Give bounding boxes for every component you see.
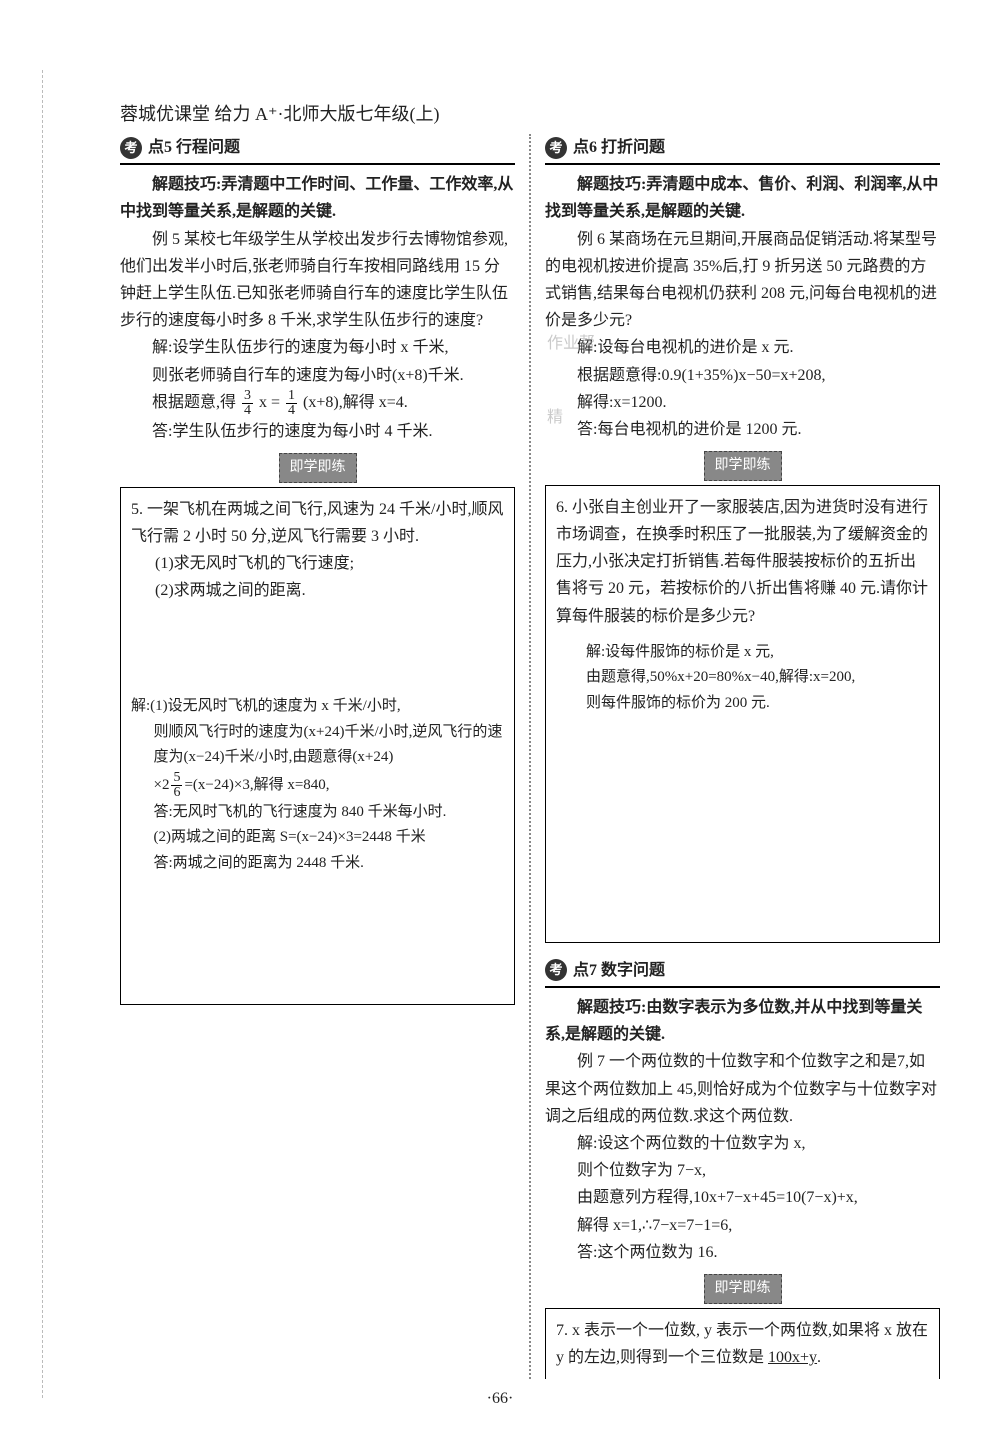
example6-solution: 作业帮 解:设每台电视机的进价是 x 元. 根据题意得:0.9(1+35%)x−… bbox=[577, 334, 940, 443]
practice6-box: 6. 小张自主创业开了一家服装店,因为进货时没有进行市场调查，在换季时积压了一批… bbox=[545, 485, 940, 943]
example6-label: 例 6 bbox=[577, 231, 605, 248]
a5-l1: 解:(1)设无风时飞机的速度为 x 千米/小时, bbox=[131, 694, 504, 720]
a5-l3-pre: ×2 bbox=[154, 777, 170, 793]
sol6-l1: 解:设每台电视机的进价是 x 元. bbox=[577, 334, 940, 361]
a5-l5: (2)两城之间的距离 S=(x−24)×3=2448 千米 bbox=[154, 825, 505, 851]
page: 蓉城优课堂 给力 A⁺·北师大版七年级(上) 考 点5 行程问题 解题技巧:弄清… bbox=[0, 0, 1000, 1438]
margin-rule bbox=[42, 70, 43, 1398]
sol7-l4: 解得 x=1,∴7−x=7−1=6, bbox=[577, 1212, 940, 1239]
sol5-l3-post: (x+8),解得 x=4. bbox=[303, 394, 408, 411]
column-divider bbox=[529, 134, 531, 1379]
q5-1: (1)求无风时飞机的飞行速度; bbox=[155, 550, 504, 577]
topic5-tip: 解题技巧:弄清题中工作时间、工作量、工作效率,从中找到等量关系,是解题的关键. bbox=[120, 171, 515, 225]
q7-answer: 100x+y bbox=[768, 1349, 817, 1366]
sol6-l2: 根据题意得:0.9(1+35%)x−50=x+208, bbox=[577, 362, 940, 389]
a6-l2: 由题意得,50%x+20=80%x−40,解得:x=200, bbox=[586, 665, 929, 691]
example5-solution: 解:设学生队伍步行的速度为每小时 x 千米, 则张老师骑自行车的速度为每小时(x… bbox=[152, 334, 515, 445]
a6: 解:设每件服饰的标价是 x 元, 由题意得,50%x+20=80%x−40,解得… bbox=[586, 640, 929, 717]
sol5-l3: 根据题意,得 34 x = 14 (x+8),解得 x=4. bbox=[152, 389, 515, 418]
a5-l3-post: =(x−24)×3,解得 x=840, bbox=[184, 777, 329, 793]
sol5-l4: 答:学生队伍步行的速度为每小时 4 千米. bbox=[152, 418, 515, 445]
topic6-title: 点6 打折问题 bbox=[573, 134, 665, 161]
right-column: 考 点6 打折问题 解题技巧:弄清题中成本、售价、利润、利润率,从中找到等量关系… bbox=[545, 134, 940, 1379]
book-title: 蓉城优课堂 给力 A⁺·北师大版七年级(上) bbox=[120, 100, 960, 126]
sol6-l4: 答:每台电视机的进价是 1200 元. bbox=[577, 416, 940, 443]
topic7-title: 点7 数字问题 bbox=[573, 957, 665, 984]
example5-label: 例 5 bbox=[152, 231, 180, 248]
q6-text: 6. 小张自主创业开了一家服装店,因为进货时没有进行市场调查，在换季时积压了一批… bbox=[556, 494, 929, 630]
topic7-tip: 解题技巧:由数字表示为多位数,并从中找到等量关系,是解题的关键. bbox=[545, 994, 940, 1048]
practice7-label-text: 即学即练 bbox=[704, 1274, 782, 1304]
example7: 例 7 一个两位数的十位数字和个位数字之和是7,如果这个两位数加上 45,则恰好… bbox=[545, 1048, 940, 1130]
practice6-label-text: 即学即练 bbox=[704, 451, 782, 481]
practice6-label: 即学即练 bbox=[545, 451, 940, 481]
topic5-header: 考 点5 行程问题 bbox=[120, 134, 515, 165]
sol5-l3-pre: 根据题意,得 bbox=[152, 394, 236, 411]
a5-l2: 则顺风飞行时的速度为(x+24)千米/小时,逆风飞行的速度为(x−24)千米/小… bbox=[154, 720, 505, 771]
topic7-header: 考 点7 数字问题 bbox=[545, 957, 940, 988]
practice5-box: 5. 一架飞机在两城之间飞行,风速为 24 千米/小时,顺风飞行需 2 小时 5… bbox=[120, 487, 515, 1005]
a5-l6: 答:两城之间的距离为 2448 千米. bbox=[154, 851, 505, 877]
kao-icon: 考 bbox=[120, 137, 142, 159]
q7-text: 7. x 表示一个一位数, y 表示一个两位数,如果将 x 放在 y 的左边,则… bbox=[556, 1322, 928, 1366]
a5-l3: ×256=(x−24)×3,解得 x=840, bbox=[154, 771, 505, 800]
sol7-l5: 答:这个两位数为 16. bbox=[577, 1239, 940, 1266]
topic6-tip: 解题技巧:弄清题中成本、售价、利润、利润率,从中找到等量关系,是解题的关键. bbox=[545, 171, 940, 225]
q5-text: 5. 一架飞机在两城之间飞行,风速为 24 千米/小时,顺风飞行需 2 小时 5… bbox=[131, 496, 504, 550]
topic5-title: 点5 行程问题 bbox=[148, 134, 240, 161]
left-column: 考 点5 行程问题 解题技巧:弄清题中工作时间、工作量、工作效率,从中找到等量关… bbox=[120, 134, 515, 1379]
sol5-l2: 则张老师骑自行车的速度为每小时(x+8)千米. bbox=[152, 362, 515, 389]
kao-icon: 考 bbox=[545, 137, 567, 159]
q5-2: (2)求两城之间的距离. bbox=[155, 577, 504, 604]
a6-l1: 解:设每件服饰的标价是 x 元, bbox=[586, 640, 929, 666]
practice7-label: 即学即练 bbox=[545, 1274, 940, 1304]
topic6-header: 考 点6 打折问题 bbox=[545, 134, 940, 165]
practice5-label-text: 即学即练 bbox=[279, 453, 357, 483]
two-column-layout: 考 点5 行程问题 解题技巧:弄清题中工作时间、工作量、工作效率,从中找到等量关… bbox=[120, 134, 940, 1379]
practice7-box: 7. x 表示一个一位数, y 表示一个两位数,如果将 x 放在 y 的左边,则… bbox=[545, 1308, 940, 1379]
example7-solution: 解:设这个两位数的十位数字为 x, 则个位数字为 7−x, 由题意列方程得,10… bbox=[577, 1130, 940, 1266]
a5-l4: 答:无风时飞机的飞行速度为 840 千米每小时. bbox=[154, 800, 505, 826]
practice5-label: 即学即练 bbox=[120, 453, 515, 483]
example6: 例 6 某商场在元旦期间,开展商品促销活动.将某型号的电视机按进价提高 35%后… bbox=[545, 226, 940, 335]
sol5-l1: 解:设学生队伍步行的速度为每小时 x 千米, bbox=[152, 334, 515, 361]
example7-label: 例 7 bbox=[577, 1053, 605, 1070]
page-number: ·66· bbox=[0, 1390, 1000, 1408]
a6-l3: 则每件服饰的标价为 200 元. bbox=[586, 691, 929, 717]
a5: 解:(1)设无风时飞机的速度为 x 千米/小时, 则顺风飞行时的速度为(x+24… bbox=[131, 694, 504, 876]
sol7-l2: 则个位数字为 7−x, bbox=[577, 1157, 940, 1184]
watermark-2: 精 bbox=[547, 404, 563, 431]
sol7-l1: 解:设这个两位数的十位数字为 x, bbox=[577, 1130, 940, 1157]
q7-period: . bbox=[817, 1349, 821, 1366]
sol6-l3: 解得:x=1200. bbox=[577, 389, 940, 416]
sol5-l3-eq: x = bbox=[259, 394, 280, 411]
example5: 例 5 某校七年级学生从学校出发步行去博物馆参观,他们出发半小时后,张老师骑自行… bbox=[120, 226, 515, 335]
kao-icon: 考 bbox=[545, 959, 567, 981]
sol7-l3: 由题意列方程得,10x+7−x+45=10(7−x)+x, bbox=[577, 1184, 940, 1211]
